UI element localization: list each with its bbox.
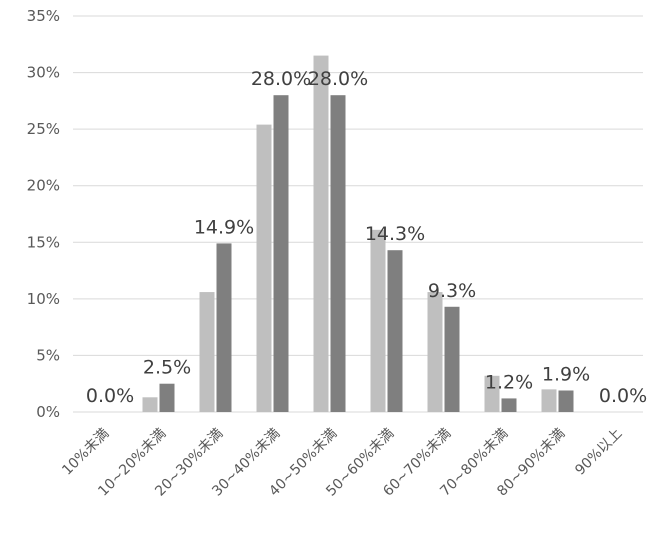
y-tick-label: 25% — [27, 120, 60, 138]
y-tick-label: 35% — [27, 7, 60, 25]
y-tick-label: 20% — [27, 177, 60, 195]
bar-series-2 — [273, 95, 289, 412]
data-label: 0.0% — [599, 385, 647, 407]
data-label: 2.5% — [143, 357, 191, 379]
bar-series-1 — [199, 292, 215, 412]
data-label: 0.0% — [86, 385, 134, 407]
data-labels: 0.0% 2.5% 14.9% 28.0%28.0% 14.3% 9.3% 1.2% 1.9%… — [86, 68, 647, 407]
data-label: 14.9% — [194, 216, 254, 238]
bar-series-2 — [159, 383, 175, 412]
y-tick-label: 5% — [36, 346, 60, 364]
bar-series-2 — [558, 390, 574, 412]
data-label: 1.9% — [542, 364, 590, 386]
data-label: 28.0% — [251, 68, 311, 90]
bar-series-1 — [256, 124, 272, 413]
y-tick-label: 10% — [27, 290, 60, 308]
y-tick-label: 0% — [36, 403, 60, 421]
bar-series-1 — [484, 375, 500, 412]
bar-series-1 — [427, 292, 443, 412]
data-label: 14.3% — [365, 223, 425, 245]
bar-series-1 — [370, 229, 386, 412]
bar-series-2 — [330, 95, 346, 412]
bar-series-2 — [501, 398, 517, 412]
bar-series-2 — [387, 250, 403, 412]
bar-series-1 — [142, 397, 158, 412]
bar-series-2 — [444, 306, 460, 412]
x-axis-category-labels: 10%未満10~20%未満20~30%未満30~40%未満40~50%未満50~… — [59, 426, 625, 500]
data-label: 9.3% — [428, 280, 476, 302]
gridlines — [73, 15, 643, 413]
x-category-label: 90%以上 — [572, 426, 625, 479]
y-tick-label: 30% — [27, 64, 60, 82]
bar-series-2 — [216, 243, 232, 412]
bar-series-1 — [541, 389, 557, 412]
y-axis-tick-labels: 0% 5% 10% 15% 20% 25% 30% 35% — [27, 7, 60, 421]
x-category-label: 10%未満 — [59, 426, 112, 479]
y-tick-label: 15% — [27, 233, 60, 251]
data-label: 1.2% — [485, 371, 533, 393]
bars — [142, 55, 574, 413]
data-label: 28.0% — [308, 68, 368, 90]
bar-series-1 — [313, 55, 329, 412]
